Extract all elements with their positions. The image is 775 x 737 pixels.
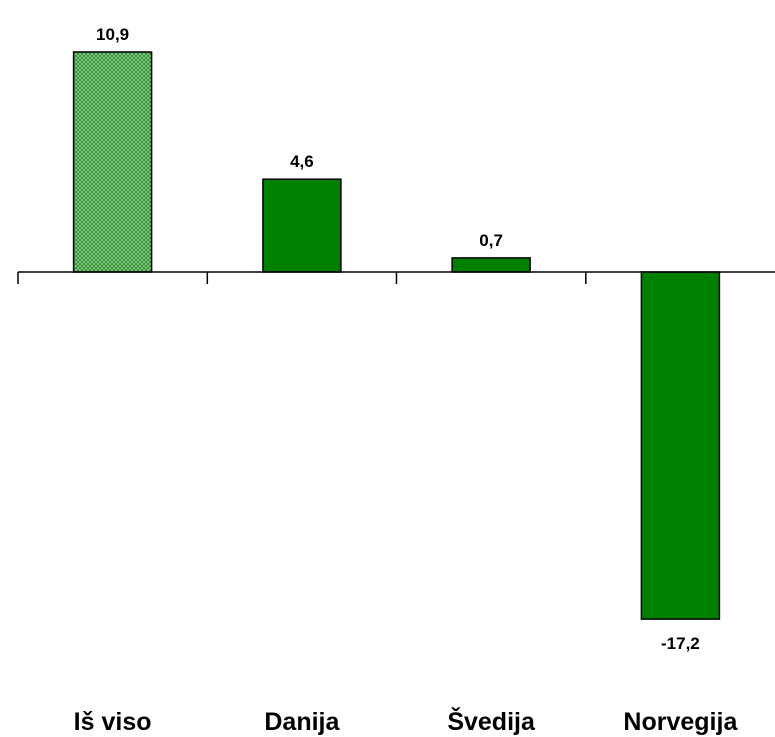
labels-layer: 10,9 4,6 0,7 -17,2 <box>96 25 700 653</box>
data-label-is-viso: 10,9 <box>96 25 129 44</box>
data-label-danija: 4,6 <box>290 152 314 171</box>
category-label-danija: Danija <box>264 708 340 736</box>
categories-layer: Iš viso Danija Švedija Norvegija <box>74 706 739 736</box>
bar-svedija <box>451 257 531 273</box>
bar-is-viso <box>72 51 153 273</box>
data-label-svedija: 0,7 <box>479 231 503 250</box>
bar-danija <box>262 178 342 273</box>
category-label-is-viso: Iš viso <box>74 708 152 736</box>
bar-norvegija <box>640 271 721 620</box>
axis-layer <box>17 271 775 284</box>
data-label-norvegija: -17,2 <box>661 634 700 653</box>
category-label-norvegija: Norvegija <box>623 708 738 736</box>
bars-layer <box>72 51 721 620</box>
category-label-svedija: Švedija <box>447 706 536 736</box>
